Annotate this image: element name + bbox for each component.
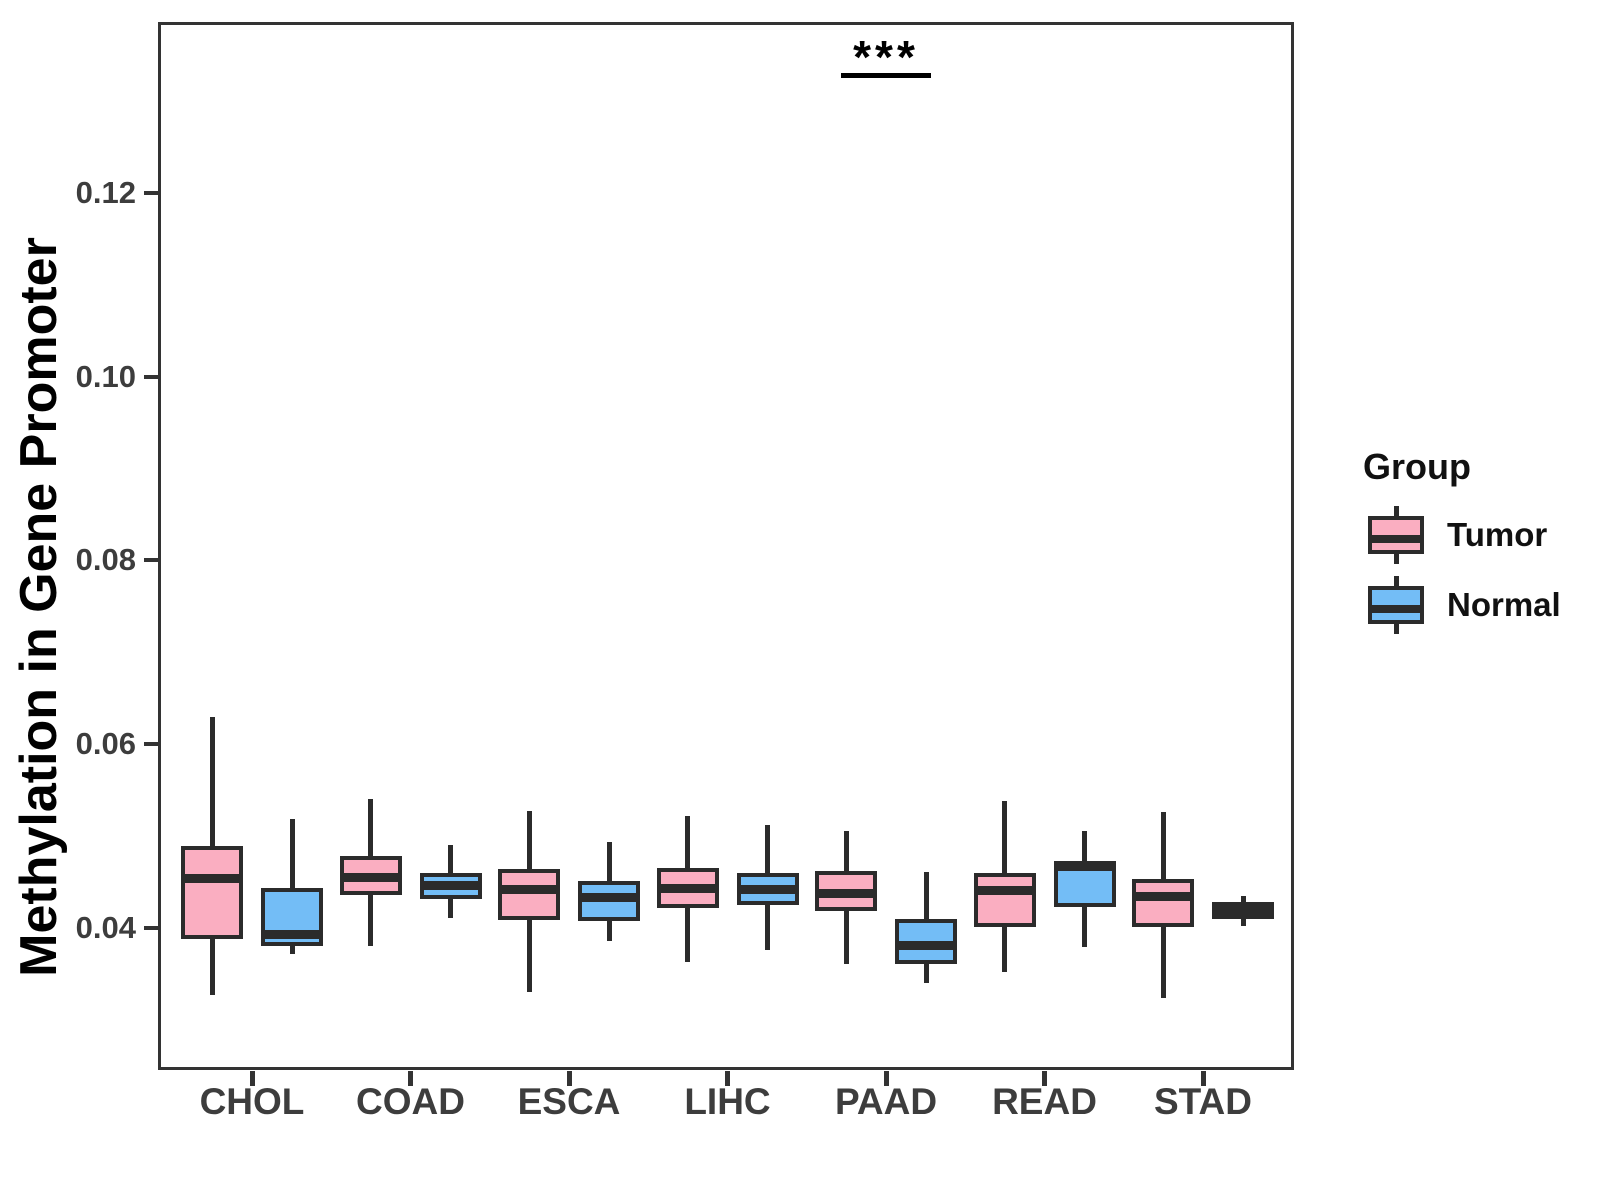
significance-bar bbox=[841, 73, 931, 78]
y-axis-tick-label: 0.08 bbox=[75, 542, 136, 578]
x-axis-tick bbox=[725, 1071, 730, 1086]
median-tumor-READ bbox=[977, 886, 1032, 896]
median-normal-LIHC bbox=[740, 885, 795, 895]
y-axis-tick bbox=[144, 558, 158, 563]
x-axis-tick bbox=[883, 1071, 889, 1086]
plot-panel bbox=[158, 22, 1294, 1070]
y-axis-tick bbox=[144, 190, 158, 195]
y-axis-tick bbox=[144, 925, 158, 930]
whisker-normal-CHOL bbox=[289, 819, 295, 955]
x-axis-tick-label: CHOL bbox=[199, 1081, 305, 1122]
y-axis-tick bbox=[144, 374, 158, 379]
legend-label-normal: Normal bbox=[1447, 586, 1561, 623]
box-tumor-STAD bbox=[1132, 878, 1194, 927]
key-median bbox=[1372, 605, 1420, 613]
median-normal-COAD bbox=[423, 880, 478, 890]
x-axis-tick bbox=[566, 1071, 572, 1086]
median-tumor-LIHC bbox=[660, 883, 715, 893]
y-axis-tick bbox=[144, 741, 158, 746]
x-axis-tick-label: ESCA bbox=[517, 1081, 621, 1122]
y-axis-tick-label: 0.06 bbox=[75, 725, 136, 761]
median-normal-PAAD bbox=[899, 940, 953, 950]
median-normal-READ bbox=[1057, 861, 1112, 871]
x-axis-tick bbox=[408, 1071, 413, 1086]
box-tumor-READ bbox=[973, 872, 1036, 927]
key-whisker-top bbox=[1393, 576, 1399, 587]
key-box bbox=[1368, 516, 1424, 554]
key-median bbox=[1372, 535, 1420, 543]
legend-item-tumor: Tumor bbox=[1360, 506, 1590, 564]
median-tumor-PAAD bbox=[819, 889, 873, 899]
median-tumor-ESCA bbox=[502, 885, 556, 895]
key-whisker-bottom bbox=[1393, 553, 1399, 564]
median-normal-STAD bbox=[1216, 905, 1270, 915]
x-axis-tick-label: READ bbox=[992, 1081, 1097, 1122]
x-axis-tick bbox=[249, 1071, 255, 1086]
key-box bbox=[1368, 586, 1424, 624]
box-tumor-ESCA bbox=[498, 868, 560, 921]
median-normal-CHOL bbox=[265, 930, 319, 940]
legend-title: Group bbox=[1363, 446, 1471, 487]
y-axis-tick-label: 0.04 bbox=[75, 909, 136, 945]
legend-item-normal: Normal bbox=[1360, 576, 1590, 634]
significance-stars: *** bbox=[853, 31, 919, 83]
y-axis-title: Methylation in Gene Promoter bbox=[10, 237, 68, 977]
median-normal-ESCA bbox=[582, 892, 636, 902]
x-axis-tick-label: LIHC bbox=[684, 1081, 771, 1122]
y-axis-tick-label: 0.10 bbox=[75, 358, 136, 394]
median-tumor-CHOL bbox=[185, 873, 239, 883]
y-axis-tick-label: 0.12 bbox=[75, 174, 136, 210]
normal-boxplot-key-icon bbox=[1368, 576, 1424, 634]
key-whisker-bottom bbox=[1393, 623, 1399, 634]
legend: Group Tumor Normal bbox=[1360, 446, 1590, 646]
legend-label-tumor: Tumor bbox=[1447, 516, 1548, 553]
x-axis-tick-label: COAD bbox=[356, 1081, 465, 1122]
box-tumor-CHOL bbox=[181, 845, 243, 939]
key-whisker-top bbox=[1393, 506, 1399, 517]
x-axis-tick bbox=[1200, 1071, 1206, 1086]
x-axis-tick-label: STAD bbox=[1154, 1081, 1252, 1122]
x-axis-tick-label: PAAD bbox=[834, 1081, 938, 1122]
x-axis-tick bbox=[1042, 1071, 1047, 1086]
median-tumor-COAD bbox=[343, 872, 398, 882]
median-tumor-STAD bbox=[1136, 891, 1190, 901]
tumor-boxplot-key-icon bbox=[1368, 506, 1424, 564]
